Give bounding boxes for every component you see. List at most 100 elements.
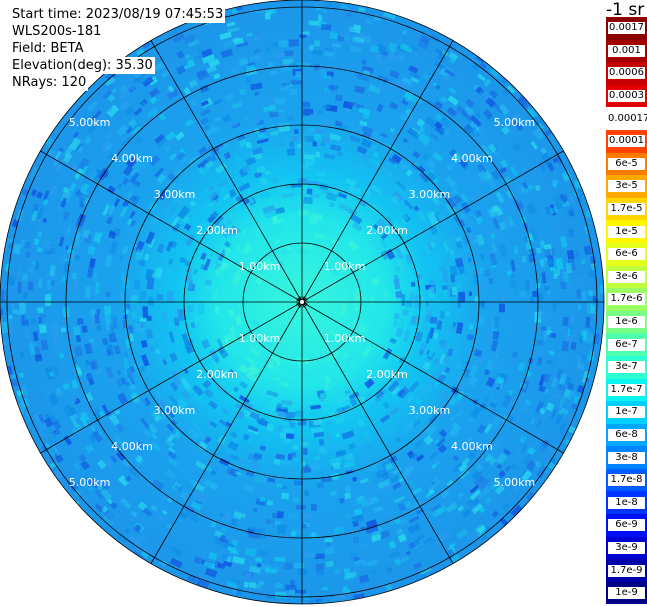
backscatter-cell [315, 206, 327, 214]
backscatter-cell [247, 425, 259, 433]
backscatter-cell [317, 222, 331, 233]
backscatter-cell [63, 260, 69, 273]
backscatter-cell [242, 232, 251, 241]
colorbar-cell: 6e-7 [606, 333, 647, 356]
backscatter-cell [78, 188, 89, 202]
backscatter-cell [335, 449, 347, 458]
backscatter-cell [431, 477, 441, 487]
backscatter-cell [542, 373, 551, 383]
backscatter-cell [179, 511, 189, 520]
origin-marker [296, 296, 308, 308]
backscatter-cell [277, 424, 284, 433]
backscatter-cell [371, 531, 382, 540]
backscatter-cell [291, 201, 304, 210]
backscatter-cell [356, 145, 368, 155]
backscatter-cell [397, 386, 410, 400]
backscatter-cell [397, 243, 408, 256]
backscatter-cell [174, 193, 184, 204]
backscatter-cell [426, 405, 437, 416]
backscatter-cell [168, 394, 179, 406]
backscatter-cell [222, 114, 232, 123]
backscatter-cell [211, 143, 225, 153]
backscatter-cell [12, 309, 18, 314]
azimuth-spoke [301, 301, 564, 454]
backscatter-cell [521, 255, 527, 264]
backscatter-cell [468, 90, 480, 102]
backscatter-cell [469, 126, 481, 138]
backscatter-cell [429, 279, 435, 286]
backscatter-cell [471, 503, 484, 514]
backscatter-cell [75, 423, 83, 431]
backscatter-cell [369, 254, 379, 265]
colorbar-tick-label: 3e-9 [608, 541, 645, 554]
backscatter-cell [350, 213, 363, 225]
backscatter-cell [562, 388, 572, 399]
backscatter-cell [313, 63, 320, 71]
backscatter-cell [562, 193, 569, 202]
backscatter-cell [319, 392, 326, 399]
backscatter-cell [10, 378, 19, 388]
backscatter-cell [107, 185, 116, 195]
backscatter-cell [408, 479, 416, 488]
colorbar-cell: 1.7e-9 [606, 559, 647, 582]
backscatter-cell [111, 333, 118, 340]
backscatter-cell [354, 130, 361, 137]
backscatter-cell [405, 169, 413, 177]
backscatter-cell [278, 40, 289, 48]
azimuth-spoke [301, 150, 564, 303]
backscatter-cell [359, 120, 368, 127]
backscatter-cell [447, 284, 453, 294]
backscatter-cell [253, 48, 261, 54]
backscatter-cell [280, 399, 293, 406]
backscatter-cell [145, 328, 154, 340]
backscatter-cell [129, 194, 137, 202]
backscatter-cell [432, 358, 441, 365]
backscatter-cell [56, 205, 63, 212]
backscatter-cell [133, 279, 141, 290]
backscatter-cell [105, 369, 116, 383]
backscatter-cell [173, 482, 184, 493]
backscatter-cell [452, 454, 460, 462]
backscatter-cell [219, 31, 232, 40]
backscatter-cell [149, 155, 161, 167]
backscatter-cell [479, 62, 487, 70]
backscatter-cell [231, 101, 243, 109]
backscatter-cell [399, 43, 413, 53]
backscatter-cell [451, 154, 461, 164]
backscatter-cell [413, 439, 424, 449]
backscatter-cell [179, 377, 191, 390]
backscatter-cell [254, 557, 263, 562]
backscatter-cell [427, 348, 436, 358]
backscatter-cell [103, 509, 115, 521]
backscatter-cell [180, 491, 189, 500]
backscatter-cell [136, 48, 145, 57]
backscatter-cell [361, 443, 372, 452]
backscatter-cell [294, 168, 306, 173]
backscatter-cell [475, 86, 483, 93]
backscatter-cell [169, 557, 183, 569]
backscatter-cell [289, 141, 295, 148]
backscatter-cell [301, 514, 312, 520]
backscatter-cell [23, 292, 28, 300]
backscatter-cell [316, 568, 325, 576]
backscatter-cell [362, 153, 370, 161]
backscatter-cell [552, 183, 558, 189]
backscatter-cell [403, 421, 416, 433]
range-label: 3.00km [154, 188, 196, 201]
backscatter-cell [562, 316, 569, 326]
backscatter-cell [521, 199, 529, 208]
backscatter-cell [329, 144, 342, 152]
backscatter-cell [120, 497, 133, 510]
backscatter-cell [132, 362, 141, 375]
backscatter-cell [139, 365, 146, 373]
backscatter-cell [410, 281, 416, 287]
backscatter-cell [129, 509, 138, 518]
backscatter-cell [479, 525, 492, 537]
backscatter-cell [172, 481, 182, 492]
colorbar-cell: 6e-8 [606, 423, 647, 447]
backscatter-cell [525, 370, 533, 377]
backscatter-cell [30, 210, 38, 222]
backscatter-cell [410, 76, 420, 84]
backscatter-cell [322, 355, 334, 363]
backscatter-cell [316, 171, 327, 177]
